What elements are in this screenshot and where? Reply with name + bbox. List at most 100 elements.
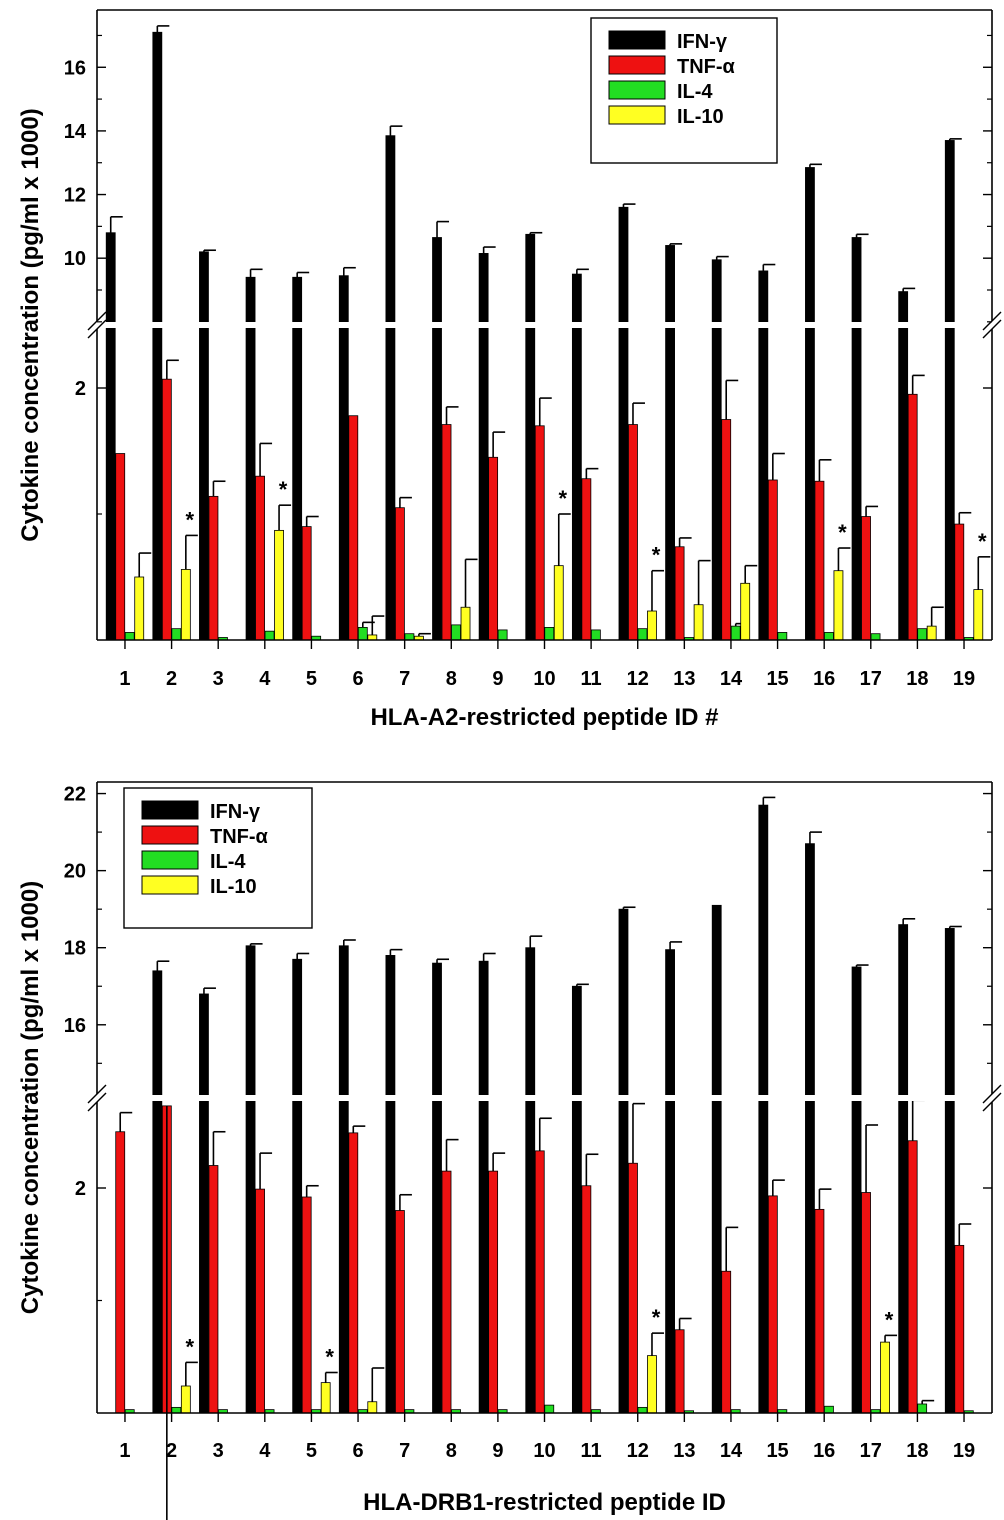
bar <box>730 625 741 641</box>
series-IL-10 <box>134 504 991 641</box>
bar <box>245 276 256 641</box>
bar <box>357 627 368 641</box>
axis-break-gap <box>91 1095 998 1101</box>
y-tick-label: 12 <box>64 185 86 207</box>
x-axis-title: HLA-DRB1-restricted peptide ID <box>363 1489 726 1516</box>
x-tick-label: 6 <box>352 668 363 690</box>
significance-asterisk: * <box>279 477 288 502</box>
bar <box>292 276 303 641</box>
legend-label: IL-4 <box>677 81 713 103</box>
bar <box>534 1150 545 1414</box>
series-IFN-γ <box>152 796 962 1414</box>
axis-break-mark <box>982 1084 1002 1104</box>
bar <box>880 1341 890 1414</box>
x-tick-label: 4 <box>259 1440 271 1462</box>
bar <box>721 1270 732 1414</box>
bar <box>478 253 489 641</box>
x-tick-label: 1 <box>119 668 130 690</box>
bar <box>693 604 704 641</box>
bar <box>274 529 284 641</box>
bar <box>581 478 592 641</box>
bar <box>255 1188 265 1414</box>
series-IL-10 <box>180 1332 898 1414</box>
bar <box>628 424 638 641</box>
y-tick-label: 2 <box>75 1178 86 1200</box>
legend-swatch <box>608 55 666 75</box>
x-tick-label: 11 <box>581 1440 602 1462</box>
axis-break-mark <box>87 1092 107 1112</box>
bar <box>944 928 955 1414</box>
axis-break-mark <box>87 1084 107 1104</box>
bar <box>861 516 871 641</box>
bar <box>907 1140 918 1414</box>
bar <box>404 633 415 641</box>
bar <box>432 237 442 641</box>
bar <box>432 962 442 1414</box>
bar <box>171 628 182 641</box>
bar <box>926 625 937 641</box>
bar <box>805 843 815 1414</box>
bar <box>367 1401 378 1414</box>
bar <box>814 1208 825 1414</box>
bar <box>740 582 751 641</box>
bar <box>245 945 256 1414</box>
x-tick-label: 19 <box>953 668 975 690</box>
axis-break-mark <box>982 311 1002 331</box>
bar <box>395 507 405 641</box>
bar <box>497 629 508 641</box>
bar <box>525 947 536 1414</box>
bar <box>208 1165 219 1414</box>
bar <box>451 624 461 641</box>
y-tick-label: 10 <box>64 248 86 270</box>
bar <box>851 237 862 641</box>
y-tick-label: 14 <box>64 121 87 143</box>
bar <box>833 570 844 641</box>
axis-break-mark <box>87 311 107 331</box>
bar <box>255 475 265 641</box>
x-tick-label: 12 <box>627 1440 649 1462</box>
y-tick-label: 16 <box>64 57 86 79</box>
series-IFN-γ <box>105 25 962 641</box>
bar <box>338 275 349 641</box>
legend-label: IL-10 <box>677 106 724 128</box>
legend-swatch <box>141 875 199 895</box>
bar <box>385 135 396 641</box>
bar <box>637 628 648 641</box>
legend-label: IFN-γ <box>210 801 261 823</box>
bar <box>571 273 582 641</box>
x-tick-label: 8 <box>446 668 457 690</box>
bar <box>647 610 657 641</box>
bar <box>618 206 629 641</box>
bar <box>618 908 629 1414</box>
bar <box>161 378 172 641</box>
bar <box>590 629 601 641</box>
legend: IFN-γ TNF-α IL-4 IL-10 <box>590 17 778 164</box>
bar <box>534 425 545 641</box>
legend-label: TNF-α <box>677 56 736 78</box>
x-tick-label: 3 <box>213 668 224 690</box>
bar <box>777 632 788 641</box>
axis-break-mark <box>982 1092 1002 1112</box>
legend-swatch <box>608 105 666 125</box>
bar <box>320 1382 331 1414</box>
legend-label: TNF-α <box>210 826 269 848</box>
x-tick-label: 2 <box>166 1440 177 1462</box>
y-tick-label: 16 <box>64 1015 86 1037</box>
bar <box>525 233 536 641</box>
bar <box>199 993 209 1414</box>
bar <box>711 259 722 641</box>
x-tick-label: 7 <box>399 668 410 690</box>
legend-swatch <box>608 30 666 50</box>
series-TNF-α <box>115 359 972 641</box>
significance-asterisk: * <box>325 1345 334 1370</box>
legend-swatch <box>141 850 199 870</box>
x-tick-label: 7 <box>399 1440 410 1462</box>
x-tick-label: 13 <box>673 668 695 690</box>
x-tick-label: 16 <box>813 668 835 690</box>
significance-asterisk: * <box>186 1334 195 1359</box>
bar <box>917 1403 928 1414</box>
bar <box>907 393 918 641</box>
legend-label: IL-10 <box>210 876 257 898</box>
